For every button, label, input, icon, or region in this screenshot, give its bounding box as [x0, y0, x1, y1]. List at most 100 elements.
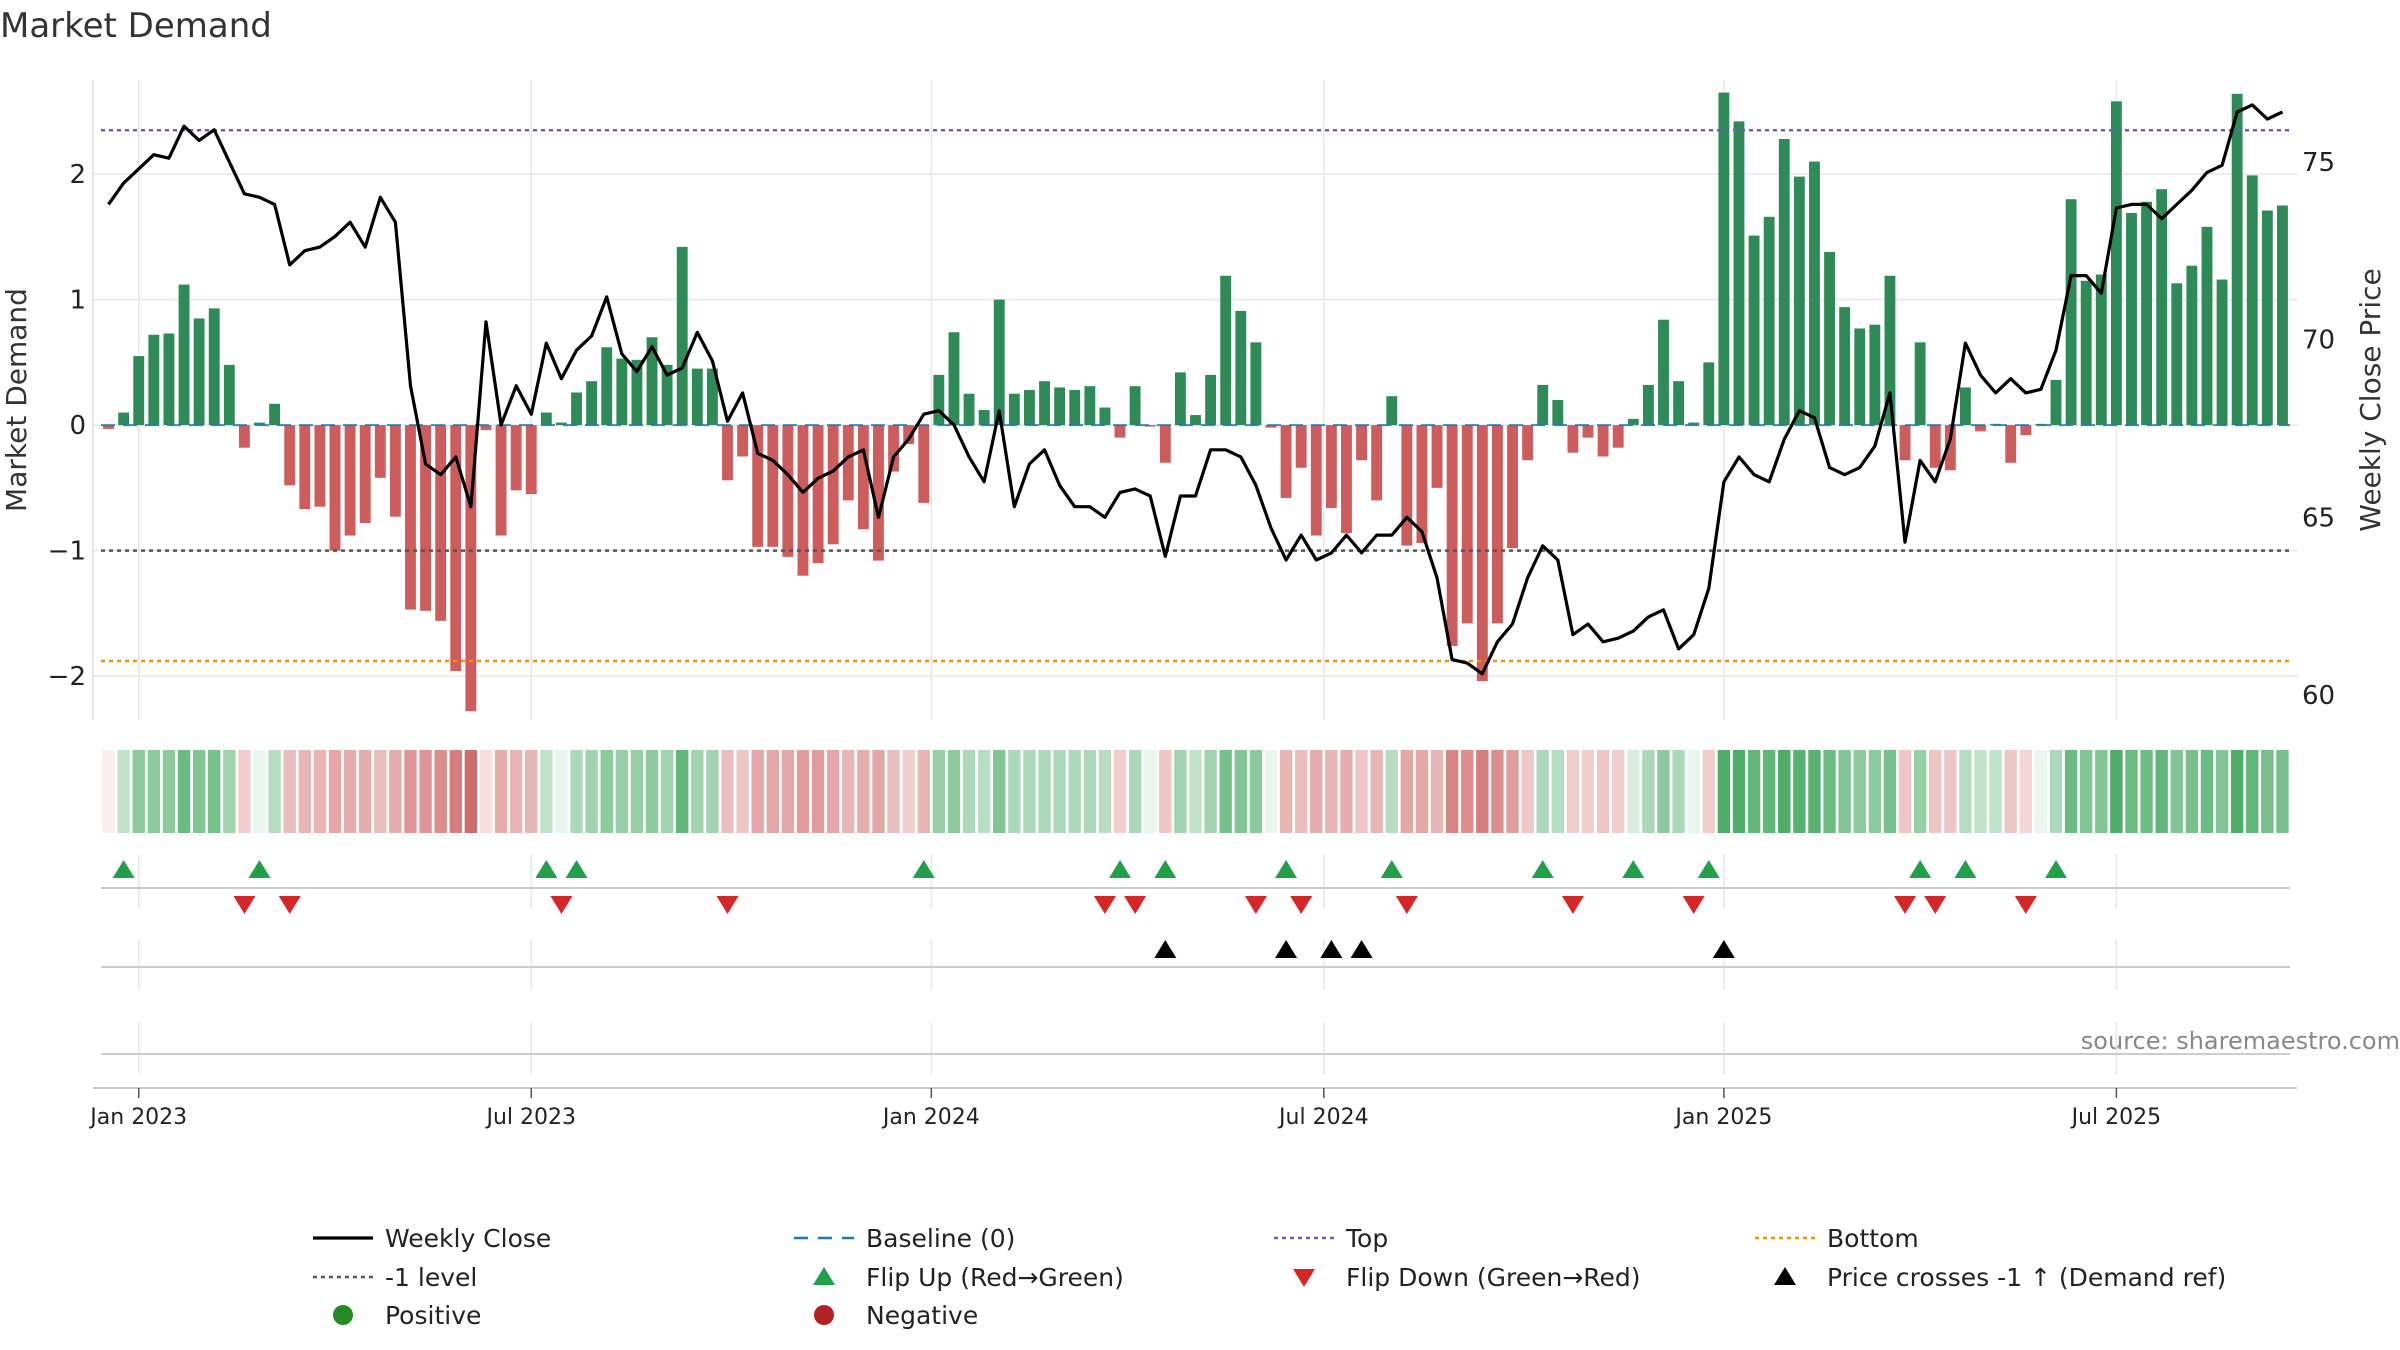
legend-flip-up-icon: [813, 1267, 835, 1285]
strip-cell: [2110, 750, 2123, 833]
demand-bar: [510, 425, 522, 491]
demand-bar: [1446, 425, 1458, 646]
weekly-close-line: [107, 103, 2284, 676]
demand-bar: [2246, 175, 2258, 426]
strip-cell: [1325, 750, 1338, 833]
flip-down-marker: [1244, 896, 1267, 914]
flip-down-marker: [278, 896, 301, 914]
demand-bar: [1899, 425, 1911, 461]
y2-tick-label: 75: [2302, 148, 2335, 178]
x-tick-label: Jul 2025: [2070, 1105, 2162, 1130]
strip-cell: [1642, 750, 1655, 833]
demand-bar: [1084, 386, 1096, 426]
y2-axis-label: Weekly Close Price: [2354, 268, 2387, 531]
legend-label: Top: [1345, 1224, 1388, 1253]
flip-up-marker: [1380, 860, 1403, 878]
strip-cell: [977, 750, 991, 833]
strip-cell: [751, 750, 764, 833]
flip-up-marker: [1954, 860, 1977, 878]
demand-bar: [1718, 92, 1730, 426]
demand-bar: [1703, 362, 1715, 426]
demand-bar: [238, 425, 250, 448]
strip-cell: [1279, 750, 1293, 833]
strip-cell: [1793, 750, 1806, 833]
demand-bar: [1537, 384, 1549, 426]
strip-cell: [842, 750, 855, 833]
legend-label: Bottom: [1827, 1224, 1919, 1253]
legend-label: Price crosses -1 ↑ (Demand ref): [1827, 1263, 2226, 1292]
strip-cell: [1521, 750, 1534, 833]
demand-bar: [374, 425, 386, 478]
strip-cell: [600, 750, 613, 833]
legend-cross-icon: [1774, 1267, 1796, 1285]
legend-label: -1 level: [385, 1263, 477, 1292]
demand-bar: [1341, 425, 1352, 534]
demand-bar: [2050, 379, 2062, 426]
flip-up-marker: [535, 860, 558, 878]
flip-down-marker: [1290, 896, 1313, 914]
strip-cell: [1445, 750, 1459, 833]
demand-bar: [1869, 324, 1881, 426]
strip-cell: [479, 750, 493, 833]
strip-cell: [706, 750, 719, 833]
strip-cell: [1294, 750, 1308, 833]
strip-cell: [1913, 750, 1927, 833]
strip-cell: [434, 750, 447, 833]
strip-cell: [1612, 750, 1625, 833]
strip-cell: [1415, 750, 1429, 833]
strip-cell: [1581, 750, 1595, 833]
strip-cell: [177, 750, 191, 833]
strip-cell: [1657, 750, 1670, 833]
demand-bar: [1491, 425, 1503, 624]
strip-cell: [1868, 750, 1882, 833]
demand-bar: [1975, 425, 1986, 432]
demand-bar: [2065, 199, 2077, 426]
flip-down-marker: [233, 896, 256, 914]
flip-up-marker: [2045, 860, 2068, 878]
strip-cell: [1385, 750, 1398, 833]
flip-markers: [101, 855, 2290, 914]
strip-cell: [509, 750, 523, 833]
strip-cell: [736, 750, 749, 833]
x-axis: Jan 2023 Jul 2023 Jan 2024 Jul 2024 Jan 2025…: [88, 1022, 2297, 1130]
strip-cell: [1853, 750, 1866, 833]
x-tick-label: Jan 2023: [88, 1105, 187, 1130]
demand-bar: [1929, 425, 1941, 468]
strip-cell: [1808, 750, 1821, 833]
demand-bar: [1129, 386, 1141, 426]
demand-bar: [1008, 393, 1020, 426]
strip-cell: [253, 750, 266, 833]
demand-bar: [1778, 138, 1790, 426]
y-tick-label: 0: [69, 411, 86, 441]
strip-cell: [540, 750, 553, 833]
strip-cell: [328, 750, 342, 833]
demand-bar: [2186, 265, 2198, 426]
strip-cell: [2215, 750, 2229, 833]
legend-label: Weekly Close: [385, 1224, 551, 1253]
demand-bar: [706, 368, 718, 426]
strip-cell: [2246, 750, 2259, 833]
strip-cell: [2261, 750, 2274, 833]
demand-bar: [1069, 389, 1081, 426]
strip-cell: [1053, 750, 1066, 833]
strip-cell: [660, 750, 674, 833]
strip-cell: [1189, 750, 1202, 833]
legend-label: Flip Up (Red→Green): [866, 1263, 1124, 1292]
demand-bar: [2095, 274, 2107, 426]
legend-label: Negative: [866, 1301, 978, 1330]
demand-bar: [284, 425, 296, 486]
strip-cell: [404, 750, 417, 833]
strip-cell: [1898, 750, 1912, 833]
strip-cell: [525, 750, 538, 833]
demand-bar: [465, 425, 477, 712]
demand-bar: [1190, 415, 1201, 426]
y2-tick-label: 60: [2302, 681, 2335, 711]
axes: 2 1 0 −1 −2 75 70 65 60: [48, 80, 2335, 720]
strip-cell: [932, 750, 946, 833]
demand-bar: [2156, 189, 2168, 426]
strip-cell: [1038, 750, 1051, 833]
demand-bar: [1567, 425, 1579, 453]
legend-positive-icon: [333, 1305, 353, 1325]
demand-bar: [1220, 275, 1232, 426]
price-cross-marker: [1320, 940, 1343, 958]
